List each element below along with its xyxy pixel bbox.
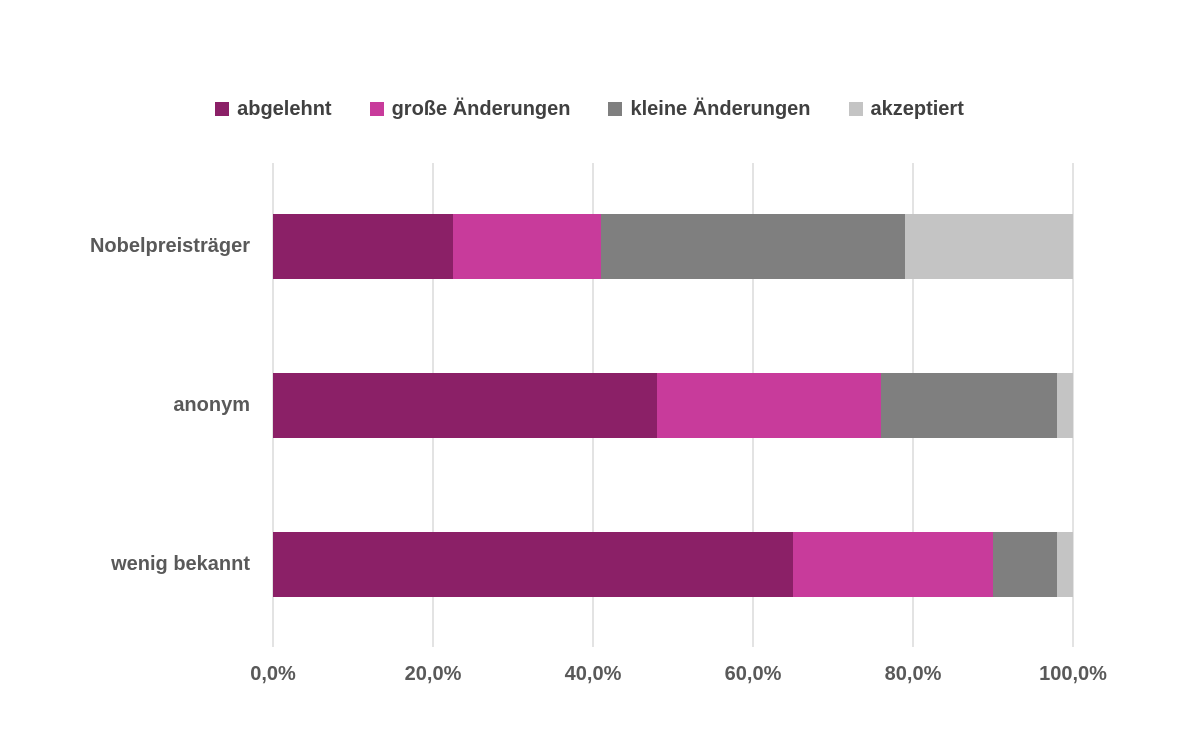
bar-row-2 (273, 532, 1073, 597)
gridline (1072, 163, 1074, 647)
legend-swatch-icon (608, 102, 623, 116)
bar-segment-0-2 (601, 214, 905, 279)
legend-label: kleine Änderungen (630, 97, 811, 120)
bar-segment-1-0 (273, 373, 657, 438)
category-label-0: Nobelpreisträger (89, 235, 250, 257)
bar-segment-2-3 (1057, 532, 1073, 597)
legend-item-3: akzeptiert (848, 97, 964, 121)
legend-swatch-icon (369, 102, 384, 116)
bar-segment-0-3 (905, 214, 1073, 279)
x-tick-label-3: 60,0% (724, 663, 782, 685)
category-label-1: anonym (173, 394, 250, 416)
bar-segment-2-0 (273, 532, 793, 597)
category-label-2: wenig bekannt (111, 553, 250, 575)
x-tick-label-2: 40,0% (564, 663, 622, 685)
legend-label: abgelehnt (237, 97, 332, 120)
legend-swatch-icon (215, 102, 230, 116)
bar-segment-0-0 (273, 214, 453, 279)
bar-row-0 (273, 214, 1073, 279)
bar-segment-0-1 (453, 214, 601, 279)
plot-area: 0,0% 20,0% 40,0% 60,0% 80,0% 100,0% (250, 163, 1107, 685)
legend-label: große Änderungen (391, 97, 571, 120)
x-tick-label-5: 100,0% (1039, 663, 1107, 685)
x-tick-label-4: 80,0% (884, 663, 942, 685)
legend-label: akzeptiert (870, 97, 964, 120)
bar-segment-2-1 (793, 532, 993, 597)
bar-segment-1-3 (1057, 373, 1073, 438)
legend-swatch-icon (848, 102, 863, 116)
x-tick-label-0: 0,0% (250, 663, 296, 685)
legend-item-0: abgelehnt (215, 97, 332, 121)
legend-item-1: große Änderungen (369, 97, 571, 121)
x-tick-label-1: 20,0% (404, 663, 462, 685)
legend-item-2: kleine Änderungen (608, 97, 811, 121)
bar-segment-1-2 (881, 373, 1057, 438)
bar-segment-2-2 (993, 532, 1057, 597)
legend: abgelehnt große Änderungen kleine Änderung… (0, 92, 1179, 126)
bar-row-1 (273, 373, 1073, 438)
bar-segment-1-1 (657, 373, 881, 438)
